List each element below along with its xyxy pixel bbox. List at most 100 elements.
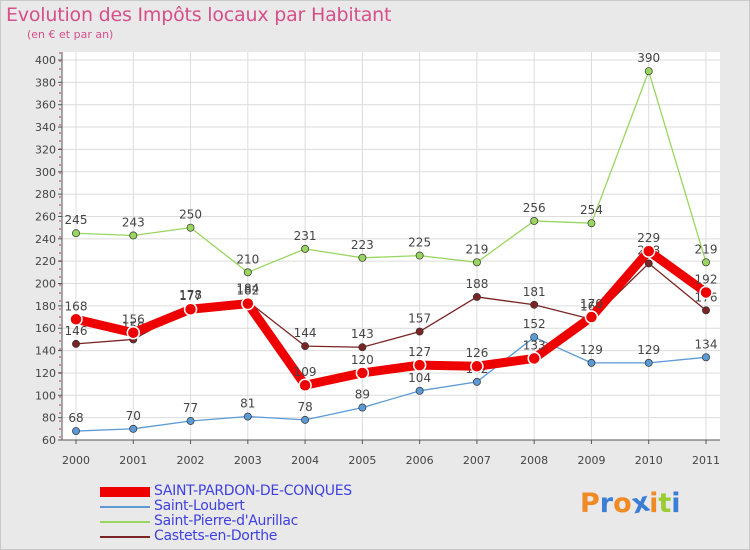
x-tick-label: 2001 <box>119 454 147 467</box>
data-point-castets-en-dorthe <box>301 342 310 351</box>
data-label-saint-loubert: 129 <box>580 343 603 357</box>
y-tick-label: 140 <box>35 345 56 358</box>
data-label-saint-loubert: 77 <box>183 401 198 415</box>
data-label-saint-pardon-de-conques: 126 <box>465 346 488 360</box>
data-label-castets-en-dorthe: 146 <box>65 324 88 338</box>
data-point-castets-en-dorthe <box>472 292 481 301</box>
data-label-saint-pierre-d-aurillac: 225 <box>408 236 431 250</box>
y-tick-label: 160 <box>35 322 56 335</box>
data-label-saint-pardon-de-conques: 168 <box>65 299 88 313</box>
data-point-saint-pierre-d-aurillac <box>358 253 367 262</box>
series-line-saint-pardon-de-conques <box>71 246 711 390</box>
data-point-castets-en-dorthe <box>415 327 424 336</box>
data-label-saint-pardon-de-conques: 170 <box>580 297 603 311</box>
y-tick-label: 380 <box>35 76 56 89</box>
data-point-saint-loubert <box>301 415 310 424</box>
data-point-saint-pardon-de-conques <box>183 302 198 316</box>
logo-letter: o <box>613 488 632 519</box>
data-point-saint-pierre-d-aurillac <box>530 216 539 225</box>
data-label-castets-en-dorthe: 188 <box>465 277 488 291</box>
data-point-saint-pierre-d-aurillac <box>644 67 653 76</box>
data-label-saint-pierre-d-aurillac: 390 <box>637 51 660 65</box>
data-point-saint-loubert <box>358 403 367 412</box>
series-line-saint-loubert <box>75 336 707 432</box>
data-point-saint-pardon-de-conques <box>527 351 541 366</box>
data-point-saint-loubert <box>644 358 653 367</box>
data-label-saint-loubert: 104 <box>408 371 431 385</box>
data-point-saint-pardon-de-conques <box>699 285 713 300</box>
data-label-saint-pierre-d-aurillac: 210 <box>236 252 259 266</box>
data-point-saint-pierre-d-aurillac <box>301 244 310 253</box>
data-label-saint-pardon-de-conques: 182 <box>236 284 259 298</box>
data-point-castets-en-dorthe <box>358 343 367 352</box>
data-label-castets-en-dorthe: 181 <box>523 285 546 299</box>
data-label-saint-loubert: 152 <box>523 317 546 331</box>
data-point-saint-pierre-d-aurillac <box>702 258 710 267</box>
data-point-saint-pardon-de-conques <box>298 378 312 392</box>
x-tick-label: 2008 <box>520 454 548 467</box>
data-point-saint-pierre-d-aurillac <box>72 229 80 238</box>
data-point-saint-pierre-d-aurillac <box>129 231 138 240</box>
data-label-saint-pierre-d-aurillac: 223 <box>351 238 374 252</box>
data-label-saint-pardon-de-conques: 192 <box>695 272 718 286</box>
data-point-saint-pierre-d-aurillac <box>472 258 481 267</box>
data-point-saint-pierre-d-aurillac <box>243 268 252 277</box>
logo-letter: r <box>599 488 614 519</box>
proxiti-logo: Proxiti <box>580 487 681 521</box>
series-line-saint-pierre-d-aurillac <box>75 70 707 274</box>
data-point-saint-pardon-de-conques <box>412 358 427 372</box>
legend-label-saint-loubert: Saint-Loubert <box>154 498 245 514</box>
data-label-saint-loubert: 70 <box>126 409 141 423</box>
x-tick-label: 2000 <box>62 454 90 467</box>
data-point-saint-loubert <box>72 427 80 436</box>
y-tick-label: 180 <box>35 300 56 313</box>
data-point-saint-loubert <box>702 353 710 362</box>
data-label-saint-pardon-de-conques: 127 <box>408 345 431 359</box>
x-tick-label: 2007 <box>463 454 491 467</box>
x-tick-label: 2003 <box>234 454 262 467</box>
data-point-saint-pardon-de-conques <box>126 325 141 340</box>
x-tick-label: 2010 <box>635 454 663 467</box>
data-point-saint-pardon-de-conques <box>470 359 484 373</box>
y-tick-label: 100 <box>35 389 56 402</box>
data-point-castets-en-dorthe <box>644 259 653 268</box>
x-tick-label: 2011 <box>692 454 720 467</box>
y-tick-label: 200 <box>35 278 56 291</box>
data-point-saint-loubert <box>472 377 481 386</box>
data-point-saint-loubert <box>530 333 539 342</box>
data-label-saint-pardon-de-conques: 177 <box>179 289 202 303</box>
legend-swatch-castets-en-dorthe <box>100 535 150 538</box>
data-point-castets-en-dorthe <box>530 300 539 309</box>
x-tick-label: 2009 <box>577 454 605 467</box>
y-tick-label: 400 <box>35 54 56 67</box>
y-tick-label: 60 <box>42 434 56 447</box>
legend-label-saint-pierre-d-aurillac: Saint-Pierre-d'Aurillac <box>154 513 299 529</box>
data-label-saint-pierre-d-aurillac: 243 <box>122 215 145 229</box>
x-tick-label: 2005 <box>348 454 376 467</box>
data-label-saint-loubert: 134 <box>695 337 718 351</box>
chart-subtitle: (en € et par an) <box>27 28 114 41</box>
data-label-saint-loubert: 78 <box>297 400 312 414</box>
data-label-saint-pierre-d-aurillac: 219 <box>695 242 718 256</box>
chart-title: Evolution des Impôts locaux par Habitant <box>6 4 392 26</box>
data-point-saint-pardon-de-conques <box>584 310 599 324</box>
data-point-saint-pierre-d-aurillac <box>587 219 596 228</box>
data-point-saint-pardon-de-conques <box>355 366 370 380</box>
y-tick-label: 120 <box>35 367 56 380</box>
data-label-saint-pierre-d-aurillac: 250 <box>179 208 202 222</box>
data-label-saint-pierre-d-aurillac: 231 <box>294 229 317 243</box>
logo-letter: P <box>580 488 600 519</box>
y-tick-label: 280 <box>35 188 56 201</box>
data-point-saint-pardon-de-conques <box>241 296 255 311</box>
y-tick-label: 240 <box>35 233 56 246</box>
data-label-saint-pardon-de-conques: 133 <box>523 338 546 352</box>
data-label-saint-pardon-de-conques: 120 <box>351 353 374 367</box>
y-tick-label: 260 <box>35 210 56 223</box>
data-point-saint-pierre-d-aurillac <box>186 223 195 232</box>
logo-letter: i <box>649 488 659 519</box>
data-label-saint-loubert: 68 <box>68 411 83 425</box>
data-point-saint-loubert <box>587 358 596 367</box>
data-label-saint-pierre-d-aurillac: 245 <box>65 213 88 227</box>
data-point-saint-loubert <box>243 412 252 421</box>
